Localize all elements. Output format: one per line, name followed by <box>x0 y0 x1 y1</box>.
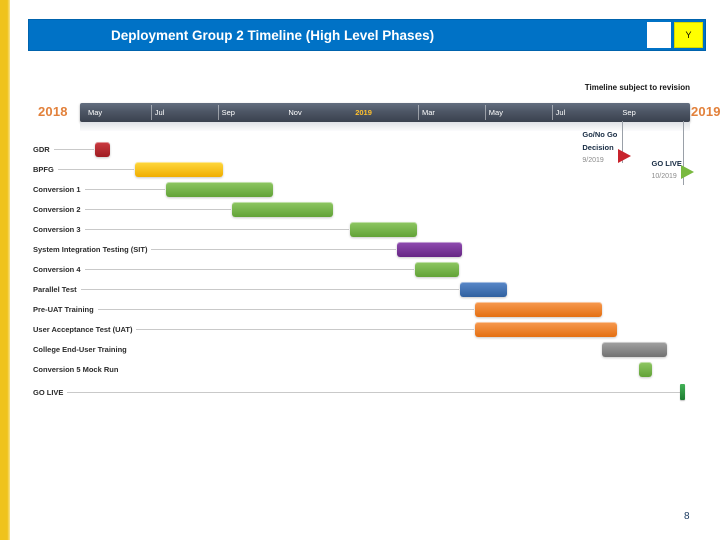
task-label: Conversion 5 Mock Run <box>33 364 119 374</box>
leader-line <box>57 168 134 170</box>
task-row: Conversion 1 <box>33 180 166 198</box>
task-label: Pre-UAT Training <box>33 304 94 314</box>
axis-month-label: Jul <box>555 108 566 117</box>
task-row: Pre-UAT Training <box>33 300 475 318</box>
axis-month-label: May <box>88 108 103 117</box>
axis-year-left: 2018 <box>38 104 68 119</box>
gantt-bar <box>415 261 459 277</box>
task-label: Conversion 4 <box>33 264 81 274</box>
axis-tick <box>551 105 553 120</box>
task-row: GDR <box>33 140 94 158</box>
leader-line <box>97 308 475 310</box>
task-label: Conversion 1 <box>33 184 81 194</box>
axis-month-label: Sep <box>221 108 235 117</box>
axis-tick <box>484 105 486 120</box>
milestone-date: 9/2019 <box>582 156 604 164</box>
revision-note: Timeline subject to revision <box>584 83 690 92</box>
task-label: BPFG <box>33 164 54 174</box>
axis-month-label: Sep <box>622 108 636 117</box>
leader-line <box>67 391 680 393</box>
leader-line <box>136 328 475 330</box>
milestone-label-line: Go/No Go <box>582 130 618 139</box>
slide-title: Deployment Group 2 Timeline (High Level … <box>111 27 435 43</box>
gantt-bar <box>94 141 110 157</box>
task-row: College End-User Training <box>33 340 127 358</box>
axis-month-label: Nov <box>288 108 302 117</box>
leader-line <box>84 228 350 230</box>
axis-shadow-band <box>80 122 690 131</box>
left-accent-strip <box>0 0 10 540</box>
task-label: Conversion 2 <box>33 204 81 214</box>
axis-tick <box>418 105 419 120</box>
milestone-connector <box>682 121 684 185</box>
task-label: GO LIVE <box>33 387 64 397</box>
milestone-connector <box>622 121 624 163</box>
status-badge: Y <box>674 22 703 48</box>
milestone-date: 10/2019 <box>651 172 677 180</box>
milestone-arrow-icon <box>680 165 694 179</box>
axis-month-label: Mar <box>422 108 435 117</box>
task-row: System Integration Testing (SIT) <box>33 240 396 258</box>
leader-line <box>151 248 396 250</box>
gantt-bar <box>396 241 463 257</box>
task-row: Conversion 2 <box>33 200 231 218</box>
task-row: Conversion 3 <box>33 220 350 238</box>
task-label: System Integration Testing (SIT) <box>33 244 148 254</box>
gantt-bar <box>350 221 417 237</box>
golive-marker <box>679 384 685 400</box>
axis-year-right: 2019 <box>691 104 720 119</box>
gantt-bar <box>639 361 653 377</box>
gantt-bar <box>475 321 618 337</box>
task-label: Parallel Test <box>33 284 77 294</box>
milestone-label: GO LIVE 10/2019 <box>652 158 682 183</box>
gantt-bar <box>602 341 668 357</box>
title-bar: Deployment Group 2 Timeline (High Level … <box>28 19 706 51</box>
task-label: GDR <box>33 144 50 154</box>
task-label: College End-User Training <box>33 344 127 354</box>
task-row: Parallel Test <box>33 280 460 298</box>
gantt-bar <box>134 161 224 177</box>
gantt-bar <box>460 281 508 297</box>
task-row: User Acceptance Test (UAT) <box>33 320 475 338</box>
gantt-bar <box>475 301 603 317</box>
leader-line <box>84 188 166 190</box>
task-row: Conversion 4 <box>33 260 415 278</box>
milestone-label-line: Decision <box>582 142 614 152</box>
task-label: User Acceptance Test (UAT) <box>33 324 133 334</box>
milestone-label: Go/No Go Decision 9/2019 <box>582 129 617 166</box>
axis-month-label: Jul <box>154 108 165 117</box>
milestone-arrow-icon <box>618 149 632 163</box>
leader-line <box>53 148 94 150</box>
page-number: 8 <box>684 511 690 522</box>
leader-line <box>84 268 415 270</box>
task-row: BPFG <box>33 160 134 178</box>
task-label: Conversion 3 <box>33 224 81 234</box>
leader-line <box>84 208 231 210</box>
timeline-axis: May Jul Sep Nov 2019 Mar May Jul Sep <box>80 103 690 122</box>
leader-line <box>80 288 460 290</box>
axis-month-label: 2019 <box>355 108 372 117</box>
gantt-bar <box>231 201 334 217</box>
axis-month-label: May <box>488 108 503 117</box>
gantt-bar <box>166 181 274 197</box>
axis-tick <box>217 105 219 120</box>
task-row: Conversion 5 Mock Run <box>33 360 118 378</box>
task-row: GO LIVE <box>33 383 680 401</box>
axis-tick <box>150 105 152 120</box>
status-box-blank <box>647 22 671 48</box>
milestone-label-line: GO LIVE <box>651 159 682 168</box>
